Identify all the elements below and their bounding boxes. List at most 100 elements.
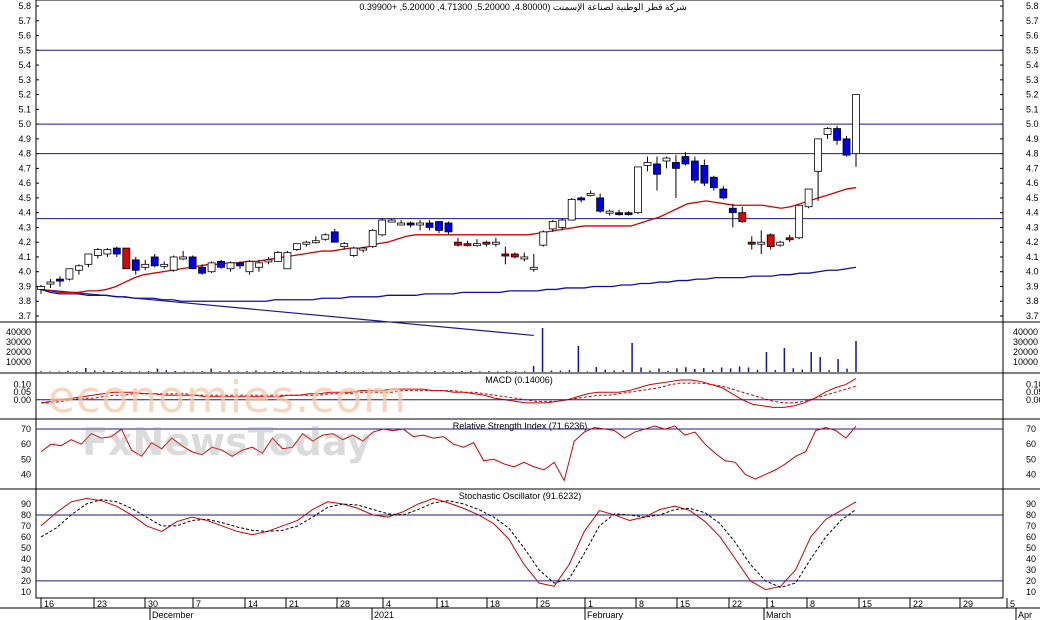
indicator-y-tick-right: 30	[1026, 565, 1036, 575]
candle-body	[690, 160, 699, 181]
candlestick	[804, 188, 813, 209]
candle-body	[112, 247, 121, 255]
candlestick	[406, 221, 415, 228]
indicator-main-line	[40, 425, 857, 482]
candlestick	[539, 230, 548, 247]
candle-body	[340, 243, 349, 248]
candle-body	[586, 193, 595, 196]
indicator-main-line	[40, 497, 857, 591]
indicator-y-tick-left: 30	[21, 565, 31, 575]
candlestick	[700, 159, 709, 187]
volume-y-tick-left: 30000	[6, 337, 31, 347]
candle-body	[359, 247, 368, 251]
candle-body	[245, 260, 254, 273]
candlestick	[340, 242, 349, 250]
price-y-tick-right: 5.2	[1026, 90, 1039, 100]
candlestick	[624, 211, 633, 216]
x-tick-label: 8	[810, 599, 815, 609]
candlestick	[501, 246, 510, 265]
candlestick	[56, 276, 64, 287]
price-y-tick-left: 5.0	[18, 119, 31, 129]
candlestick	[283, 251, 292, 270]
price-y-tick-right: 5.0	[1026, 119, 1039, 129]
price-y-tick-right: 5.1	[1026, 104, 1039, 114]
indicator-title: MACD (0.14006)	[485, 375, 553, 385]
candle-body	[804, 188, 813, 208]
price-y-tick-left: 4.0	[18, 267, 31, 277]
candle-body	[425, 222, 434, 228]
candlestick	[482, 240, 491, 247]
candle-body	[776, 241, 785, 246]
x-tick-label: 15	[680, 599, 690, 609]
x-tick-label: 4	[386, 599, 391, 609]
candlestick	[349, 246, 358, 257]
price-y-tick-left: 4.4	[18, 208, 31, 218]
indicator-y-tick-right: 70	[1026, 521, 1036, 531]
plot-frame	[35, 0, 1004, 599]
x-tick-label: 14	[248, 599, 258, 609]
candle-body	[397, 222, 406, 226]
x-tick-label: 29	[963, 599, 973, 609]
candlestick	[435, 221, 443, 234]
price-y-tick-right: 4.9	[1026, 134, 1039, 144]
candle-body	[435, 221, 443, 231]
candle-body	[852, 94, 860, 155]
candlestick	[122, 247, 131, 270]
candle-body	[188, 256, 197, 270]
candle-body	[510, 253, 519, 258]
indicator-y-tick-right: 50	[1026, 543, 1036, 553]
indicator-signal-line	[40, 499, 857, 588]
indicator-y-tick-left: 20	[21, 576, 31, 586]
price-y-tick-left: 5.5	[18, 45, 31, 55]
candle-body	[814, 138, 822, 172]
candlestick	[529, 254, 538, 272]
candle-body	[321, 234, 330, 240]
candle-body	[634, 166, 642, 214]
x-tick-label: 23	[97, 599, 107, 609]
candle-body	[491, 241, 500, 245]
candle-body	[122, 247, 131, 270]
candlestick	[274, 251, 282, 262]
candle-body	[605, 210, 614, 214]
x-month-label: February	[587, 610, 624, 620]
price-y-tick-left: 5.3	[18, 75, 31, 85]
candlestick	[690, 156, 699, 184]
candle-body	[520, 256, 529, 260]
candle-body	[141, 263, 150, 268]
price-y-tick-left: 4.1	[18, 252, 31, 262]
candle-body	[501, 253, 510, 257]
candle-body	[700, 165, 709, 184]
candlestick	[454, 237, 462, 247]
candle-body	[473, 243, 481, 247]
price-y-tick-right: 4.3	[1026, 222, 1039, 232]
indicator-y-tick-right: 60	[1026, 532, 1036, 542]
price-y-tick-left: 5.7	[18, 16, 31, 26]
price-y-tick-left: 5.2	[18, 90, 31, 100]
watermark-economies: economies.com	[48, 372, 408, 423]
candle-body	[653, 163, 661, 175]
indicator-y-tick-left: 0.00	[13, 395, 31, 405]
indicator-y-tick-left: 10	[21, 587, 31, 597]
candle-body	[454, 241, 462, 246]
candle-body	[643, 162, 652, 166]
candle-body	[207, 262, 216, 273]
candlestick	[397, 220, 406, 226]
candlestick	[719, 186, 728, 200]
candle-body	[416, 222, 424, 226]
candlestick	[207, 261, 216, 274]
candlestick	[179, 251, 188, 260]
indicator-y-tick-left: 70	[21, 521, 31, 531]
x-tick-label: 5	[1010, 599, 1015, 609]
indicator-y-tick-left: 70	[21, 424, 31, 434]
candle-body	[681, 156, 690, 165]
price-y-tick-right: 3.8	[1026, 296, 1039, 306]
candle-body	[444, 222, 453, 233]
candle-body	[842, 138, 851, 156]
candle-body	[160, 263, 169, 267]
candle-body	[84, 253, 93, 265]
indicator-signal-line	[41, 382, 857, 404]
price-y-tick-right: 3.9	[1026, 281, 1039, 291]
candle-body	[378, 219, 387, 236]
candlestick	[131, 256, 140, 275]
indicator-y-tick-right: 70	[1026, 424, 1036, 434]
